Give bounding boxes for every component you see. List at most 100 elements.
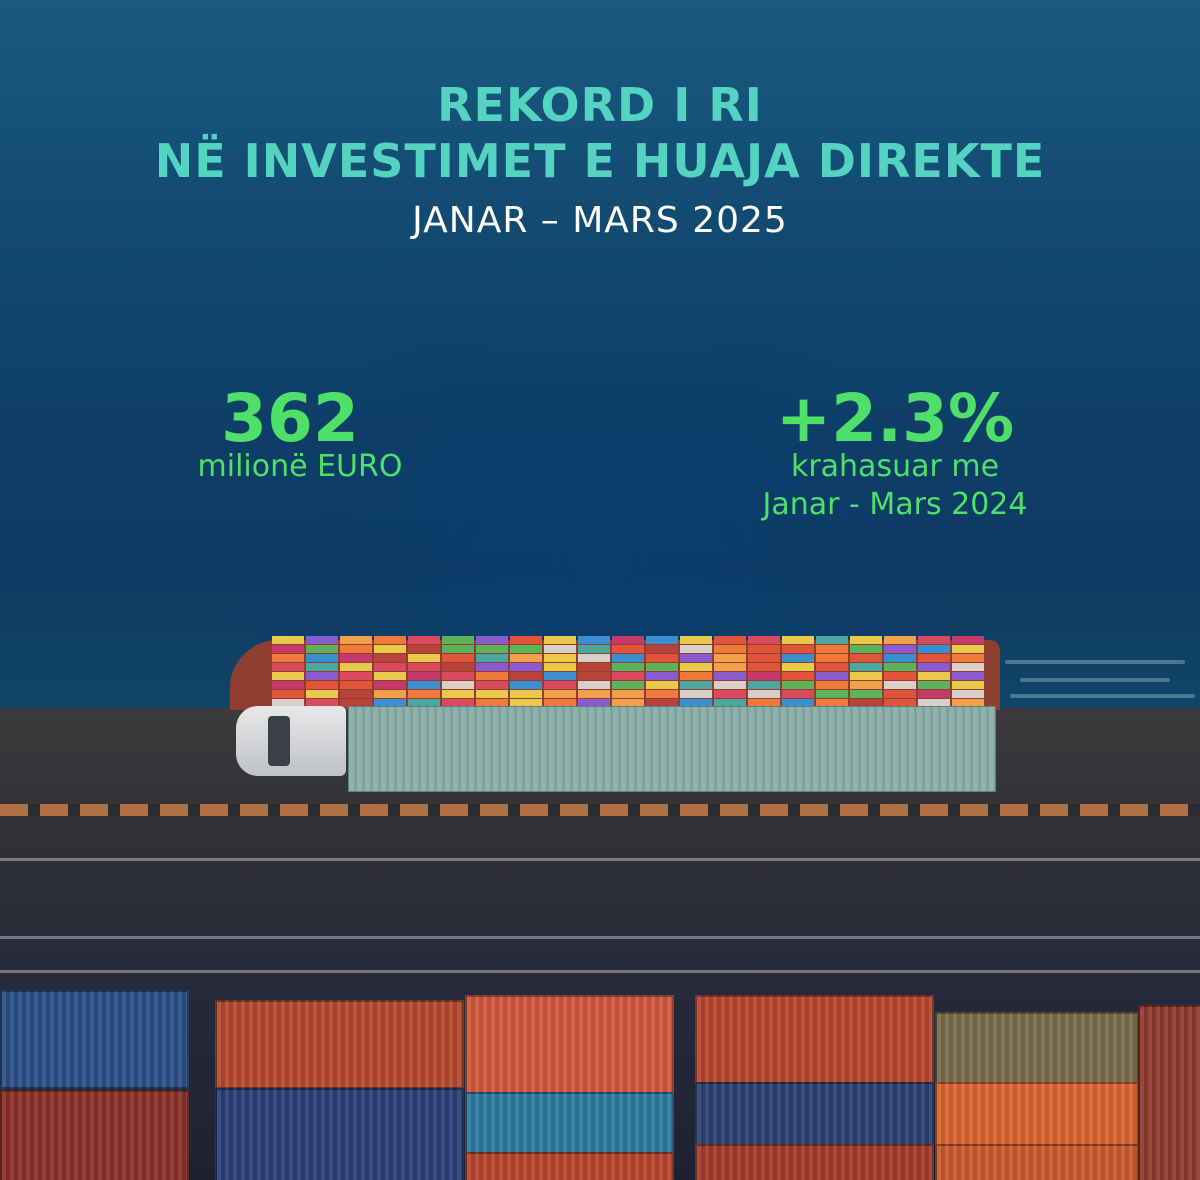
ship-container [578, 636, 610, 644]
ship-container [884, 699, 916, 707]
ship-container [408, 699, 440, 707]
ship-container [578, 672, 610, 680]
ship-container [884, 690, 916, 698]
ship-container [544, 636, 576, 644]
ship-container [918, 636, 950, 644]
ship-container [272, 690, 304, 698]
ship-container [272, 645, 304, 653]
ship-container [374, 645, 406, 653]
ship-container [714, 681, 746, 689]
ship-container [748, 645, 780, 653]
ship-container [476, 645, 508, 653]
ship-container [544, 699, 576, 707]
ship-container [782, 645, 814, 653]
ship-container [306, 654, 338, 662]
ship-container [918, 672, 950, 680]
ship-container [612, 699, 644, 707]
ship-container [442, 690, 474, 698]
ship-container [952, 672, 984, 680]
ship-container [680, 690, 712, 698]
ship-container [884, 636, 916, 644]
ship-container [952, 663, 984, 671]
ship-container-stack [272, 634, 992, 710]
ship-container [748, 636, 780, 644]
ship-container [510, 636, 542, 644]
ship-container [884, 672, 916, 680]
ship-container [306, 690, 338, 698]
ship-container [646, 654, 678, 662]
ship-container [510, 663, 542, 671]
ship-container [646, 681, 678, 689]
ship-container [748, 681, 780, 689]
ship-container [646, 645, 678, 653]
ship-container [782, 690, 814, 698]
ship-container [578, 699, 610, 707]
ship-container [782, 654, 814, 662]
ship-container [850, 681, 882, 689]
growth-percent-value: +2.3% [775, 380, 1015, 457]
ship-container [918, 663, 950, 671]
yard-container [695, 1144, 934, 1180]
ship-container [408, 636, 440, 644]
ship-container [680, 681, 712, 689]
growth-comparison-period: Janar - Mars 2024 [762, 487, 1028, 522]
ship-container [680, 663, 712, 671]
ship-container [952, 636, 984, 644]
ship-container [952, 654, 984, 662]
ship-container [340, 663, 372, 671]
ship-container [850, 645, 882, 653]
ship-container [680, 672, 712, 680]
ship-container [782, 699, 814, 707]
ship-container [442, 672, 474, 680]
ship-container [374, 690, 406, 698]
ship-container [884, 654, 916, 662]
ship-container [816, 654, 848, 662]
ship-container [612, 636, 644, 644]
period-subtitle: JANAR – MARS 2025 [412, 200, 788, 241]
ship-container [816, 645, 848, 653]
ship-container [714, 663, 746, 671]
ship-container [476, 663, 508, 671]
ship-container [544, 663, 576, 671]
ship-container [408, 672, 440, 680]
ship-container [850, 636, 882, 644]
ship-container [272, 681, 304, 689]
ship-container [340, 681, 372, 689]
ship-container [884, 681, 916, 689]
ship-container [442, 663, 474, 671]
growth-comparison-label: krahasuar me [790, 449, 1000, 484]
ship-container [408, 690, 440, 698]
ship-container [646, 699, 678, 707]
ship-container [408, 645, 440, 653]
truck-trailer [348, 706, 996, 792]
ship-container [578, 681, 610, 689]
ship-container [476, 690, 508, 698]
ship-container [578, 690, 610, 698]
ship-container [612, 654, 644, 662]
ship-container [680, 636, 712, 644]
ship-container [510, 699, 542, 707]
yard-container [0, 1090, 189, 1180]
yard-container [465, 1092, 674, 1154]
ship-container [306, 672, 338, 680]
ship-container [272, 663, 304, 671]
yard-container [215, 1000, 464, 1089]
ship-container [952, 699, 984, 707]
ship-container [374, 663, 406, 671]
ship-container [306, 636, 338, 644]
ship-container [612, 645, 644, 653]
ship-container [748, 654, 780, 662]
ship-container [612, 690, 644, 698]
fdi-amount-value: 362 [221, 380, 359, 457]
ship-container [714, 645, 746, 653]
yard-container [215, 1088, 464, 1180]
ship-container [442, 681, 474, 689]
ship-container [510, 690, 542, 698]
ship-container [510, 645, 542, 653]
ship-container [646, 690, 678, 698]
ship-container [646, 663, 678, 671]
ship-container [714, 636, 746, 644]
ship-container [442, 645, 474, 653]
ship-wake [1005, 660, 1185, 664]
